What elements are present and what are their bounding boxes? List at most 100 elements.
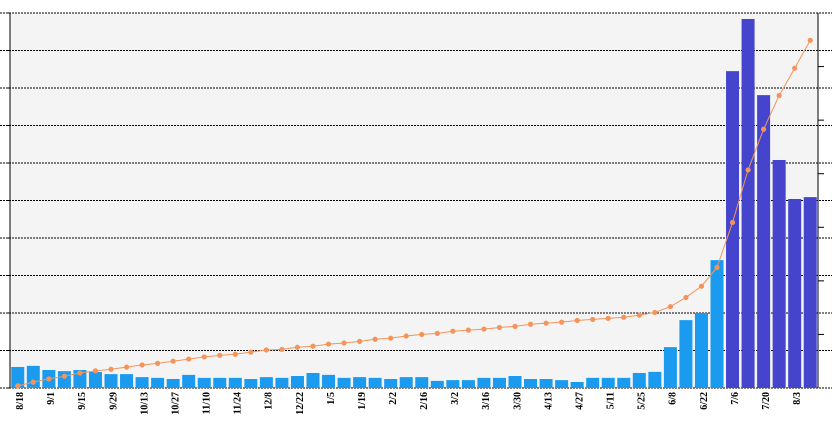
line-point [30, 379, 36, 385]
line-point [310, 343, 316, 349]
bar [477, 377, 491, 388]
x-tick-label: 9/1 [46, 392, 57, 405]
x-tick-label: 10/27 [170, 392, 181, 415]
line-point [667, 303, 673, 310]
line-point [232, 351, 238, 357]
line-point [46, 376, 52, 382]
bar [617, 377, 631, 388]
bar [586, 377, 600, 388]
x-tick-label: 3/16 [481, 392, 492, 410]
line-point [294, 344, 301, 350]
line-point [621, 314, 627, 320]
bar [601, 377, 615, 388]
line-point [543, 320, 549, 326]
bar [166, 379, 180, 388]
x-tick-label: 2/16 [419, 392, 430, 410]
x-tick-label: 5/25 [637, 392, 648, 410]
line-point [217, 352, 223, 358]
bar [570, 382, 584, 388]
bar [632, 373, 646, 388]
line-point [419, 331, 425, 338]
bar [726, 71, 740, 388]
bar [524, 379, 538, 388]
bar [120, 374, 134, 388]
x-tick-label: 12/8 [264, 392, 275, 410]
x-tick-label: 5/11 [606, 392, 617, 409]
line-point [248, 349, 254, 355]
line-point [139, 362, 145, 368]
x-tick-label: 3/2 [450, 392, 461, 405]
bar [197, 377, 211, 388]
bar [446, 380, 460, 388]
line-point [527, 321, 534, 327]
bar [322, 374, 336, 388]
x-tick-label: 2/2 [388, 392, 399, 405]
x-tick-label: 4/13 [543, 392, 554, 410]
line-point [807, 37, 813, 43]
bar [430, 380, 444, 388]
line-point [92, 368, 99, 374]
line-point [590, 316, 596, 323]
bar [213, 377, 227, 388]
bar [694, 313, 708, 388]
line-point [636, 312, 642, 318]
line-point [450, 328, 456, 334]
x-tick-label: 9/29 [108, 392, 119, 410]
line-point [652, 309, 658, 316]
x-tick-label: 7/20 [761, 392, 772, 410]
line-point [61, 373, 67, 379]
line-point [776, 92, 782, 99]
bar [508, 376, 522, 388]
x-tick-label: 8/3 [792, 392, 803, 405]
bar [73, 370, 87, 388]
bar [710, 260, 724, 388]
line-point [574, 317, 580, 324]
bar [259, 377, 273, 388]
line-point [605, 315, 611, 321]
bar [337, 377, 351, 388]
line-point [170, 358, 176, 364]
line-point [201, 354, 207, 360]
bar [384, 379, 398, 388]
line-point [186, 356, 192, 362]
bar [555, 380, 569, 388]
bar [803, 197, 817, 388]
line-point [714, 264, 720, 271]
bar [492, 377, 506, 388]
bar [104, 374, 118, 388]
bar [244, 379, 258, 388]
bar [772, 160, 786, 388]
x-tick-label: 1/19 [357, 392, 368, 410]
bar [788, 199, 802, 388]
line-point [559, 319, 565, 325]
line-point [325, 341, 332, 347]
line-point [155, 360, 161, 366]
x-tick-label: 10/13 [139, 392, 150, 415]
bar [228, 377, 242, 388]
bar [757, 95, 771, 388]
x-tick-label: 11/10 [202, 392, 213, 414]
line-point [792, 65, 798, 71]
bar [399, 377, 413, 388]
line-point [15, 383, 21, 389]
line-point [465, 327, 471, 333]
line-point [496, 324, 503, 331]
bar [415, 377, 429, 388]
bar [182, 374, 196, 388]
line-point [388, 335, 394, 341]
line-point [279, 346, 285, 353]
bar [741, 19, 755, 388]
x-tick-label: 3/30 [512, 392, 523, 410]
line-point [341, 340, 347, 346]
bar [679, 320, 693, 388]
line-point [481, 326, 487, 332]
x-tick-label: 1/5 [326, 392, 337, 405]
line-point [357, 338, 363, 344]
bar [151, 377, 165, 388]
bar [663, 347, 677, 388]
line-point [761, 126, 767, 132]
line-point [263, 347, 269, 353]
bar [539, 379, 553, 388]
bar [353, 377, 367, 388]
line-point [403, 333, 409, 339]
